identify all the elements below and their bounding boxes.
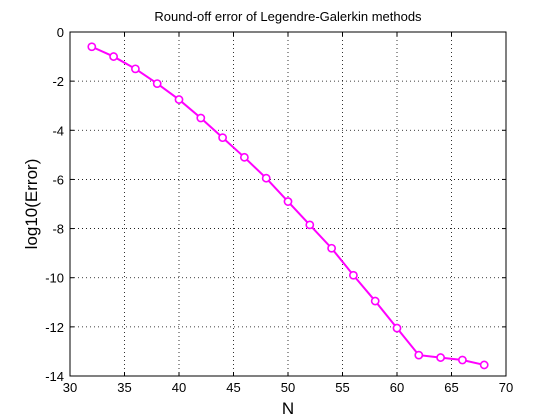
y-tick-label: 0: [57, 25, 64, 40]
data-point: [305, 220, 315, 230]
y-tick-label: -8: [52, 222, 64, 237]
data-point: [196, 113, 206, 123]
data-point: [130, 64, 140, 74]
y-tick-labels: 0 -2 -4 -6 -8 -10 -12 -14: [45, 25, 64, 384]
x-axis-label: N: [282, 399, 294, 418]
data-point: [174, 95, 184, 104]
data-point: [327, 243, 336, 253]
data-point: [348, 270, 358, 280]
x-tick-label: 65: [444, 380, 458, 395]
y-tick-label: -12: [45, 320, 64, 335]
data-point: [436, 353, 445, 362]
y-tick-label: -2: [52, 74, 64, 89]
x-tick-label: 60: [390, 380, 404, 395]
x-tick-label: 45: [226, 380, 240, 395]
data-point: [152, 79, 162, 88]
y-tick-label: -6: [52, 172, 64, 187]
y-axis-label: log10(Error): [22, 159, 41, 250]
data-point: [109, 52, 118, 61]
series-layer: [87, 42, 489, 370]
data-point: [87, 42, 97, 52]
x-tick-label: 35: [117, 380, 131, 395]
y-tick-label: -4: [52, 123, 64, 138]
data-point: [283, 197, 293, 206]
x-tick-label: 70: [499, 380, 513, 395]
axis-ticks: [69, 31, 507, 377]
x-tick-label: 50: [281, 380, 295, 395]
data-point: [370, 296, 380, 306]
x-tick-label: 40: [172, 380, 186, 395]
y-tick-label: -10: [45, 271, 64, 286]
x-tick-labels: 30 35 40 45 50 55 60 65 70: [63, 380, 513, 395]
x-tick-label: 30: [63, 380, 77, 395]
data-point: [392, 323, 402, 333]
data-point: [218, 133, 227, 143]
x-tick-label: 55: [335, 380, 349, 395]
y-tick-label: -14: [45, 369, 64, 384]
data-point: [479, 360, 489, 370]
data-point: [239, 152, 249, 162]
data-point: [457, 355, 467, 365]
data-point: [414, 350, 424, 360]
data-point: [261, 173, 271, 183]
chart-title: Round-off error of Legendre-Galerkin met…: [154, 9, 422, 24]
